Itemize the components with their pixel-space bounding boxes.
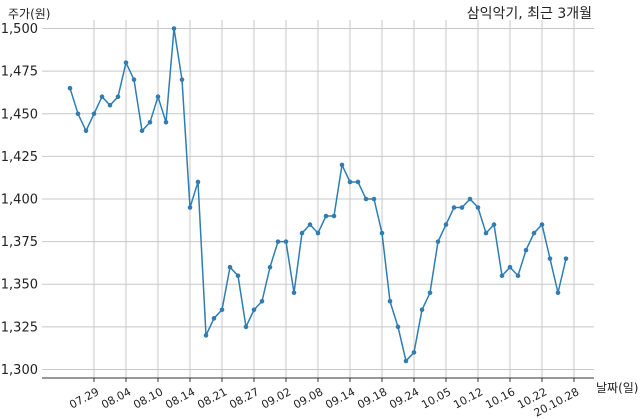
data-point [91, 111, 97, 117]
y-tick-label: 1,375 [1, 235, 38, 250]
y-tick-label: 1,325 [1, 320, 38, 335]
x-tick-label: 09.02 [259, 385, 293, 411]
data-point [363, 196, 369, 202]
data-point [499, 273, 505, 279]
chart-title: 삼익악기, 최근 3개월 [467, 6, 592, 22]
data-point [403, 358, 409, 364]
grid [42, 20, 594, 382]
x-tick-label: 10.16 [483, 385, 517, 411]
data-point [107, 102, 113, 108]
price-series-points [67, 26, 569, 364]
x-tick-label: 08.21 [195, 385, 229, 411]
y-tick-label: 1,350 [1, 278, 38, 293]
data-point [147, 119, 153, 125]
data-point [443, 222, 449, 227]
x-tick-label: 10.05 [419, 385, 453, 411]
data-point [83, 128, 89, 134]
data-point [203, 333, 209, 338]
data-point [259, 298, 265, 304]
data-point [451, 205, 457, 210]
data-point [283, 239, 289, 244]
x-tick-label: 09.24 [387, 385, 421, 411]
data-point [395, 324, 401, 330]
y-tick-label: 1,475 [1, 65, 38, 80]
data-point [139, 128, 145, 134]
data-point [123, 60, 129, 65]
y-tick-label: 1,400 [1, 193, 38, 208]
y-tick-label: 1,450 [1, 107, 38, 122]
data-point [323, 213, 329, 219]
data-point [195, 179, 201, 185]
data-point [507, 264, 513, 270]
data-point [67, 85, 73, 91]
data-point [435, 239, 441, 244]
x-tick-label: 10.12 [451, 385, 485, 411]
data-point [99, 94, 105, 100]
data-point [291, 290, 297, 296]
x-tick-label: 07.29 [67, 385, 101, 411]
data-point [227, 264, 233, 270]
x-tick-label: 08.14 [163, 385, 197, 411]
data-point [267, 264, 273, 270]
data-point [163, 119, 169, 125]
data-point [115, 94, 121, 100]
data-point [411, 350, 417, 355]
data-point [483, 230, 489, 236]
y-tick-label: 1,300 [1, 363, 38, 378]
data-point [555, 290, 561, 296]
data-point [187, 205, 193, 210]
data-point [211, 316, 217, 321]
data-point [243, 324, 249, 330]
data-point [299, 230, 305, 236]
data-point [355, 179, 361, 185]
data-point [467, 196, 473, 202]
data-point [131, 77, 137, 82]
data-point [379, 230, 385, 236]
data-point [515, 273, 521, 279]
data-point [523, 247, 529, 253]
x-tick-labels: 07.2908.0408.1008.1408.2108.2709.0209.08… [67, 385, 581, 419]
y-tick-label: 1,500 [1, 22, 38, 37]
data-point [347, 179, 353, 185]
x-tick-label: 09.08 [291, 385, 325, 411]
data-point [251, 307, 257, 313]
x-tick-label: 08.27 [227, 385, 261, 411]
data-point [331, 213, 337, 219]
data-point [275, 239, 281, 244]
data-point [155, 94, 161, 100]
data-point [459, 205, 465, 210]
x-tick-label: 08.04 [99, 385, 133, 411]
y-tick-labels: 1,300 1,325 1,350 1,375 1,400 1,425 1,450 1,475… [1, 22, 38, 378]
data-point [547, 256, 553, 261]
data-point [427, 290, 433, 296]
data-point [75, 111, 81, 117]
data-point [179, 77, 185, 82]
data-point [307, 222, 313, 227]
data-point [475, 205, 481, 210]
data-point [419, 307, 425, 313]
x-tick-label: 09.18 [355, 385, 389, 411]
data-point [219, 307, 225, 313]
x-axis-label: 날짜(일) [596, 381, 638, 395]
y-tick-label: 1,425 [1, 150, 38, 165]
data-point [531, 230, 537, 236]
x-tick-label: 08.10 [131, 385, 165, 411]
data-point [339, 162, 345, 168]
data-point [235, 273, 241, 279]
data-point [171, 26, 177, 31]
x-tick-label: 09.14 [323, 385, 357, 411]
y-axis-label: 주가(원) [8, 7, 50, 21]
data-point [315, 230, 321, 236]
data-point [387, 298, 393, 304]
data-point [371, 196, 377, 202]
data-point [539, 222, 545, 227]
data-point [563, 256, 569, 261]
data-point [491, 222, 497, 227]
